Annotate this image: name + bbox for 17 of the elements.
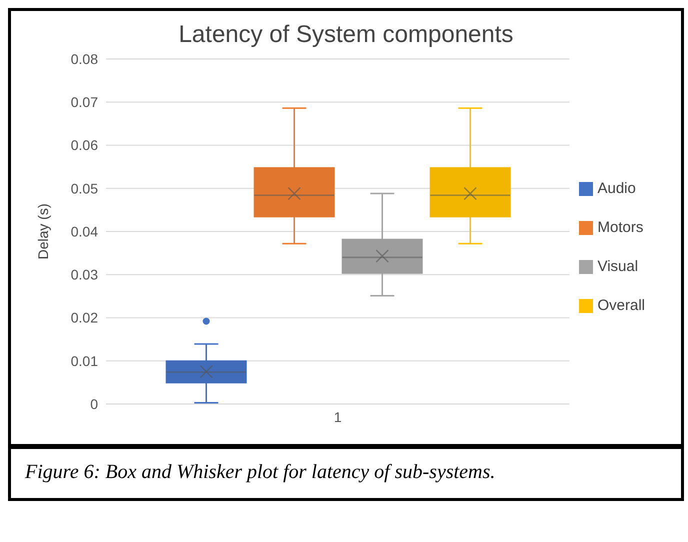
y-tick-label: 0.06 [70,137,98,154]
legend-label: Overall [597,296,645,314]
y-tick-label: 0.04 [70,223,98,240]
x-tick-label: 1 [334,408,342,425]
legend-label: Audio [597,180,636,196]
caption: Figure 6: Box and Whisker plot for latency of sub-systems. [25,461,496,484]
legend-label: Visual [597,258,638,274]
chart-title: Latency of System components [178,21,514,49]
y-tick-label: 0 [90,396,98,412]
y-tick-label: 0.07 [70,94,98,110]
y-tick-label: 0.05 [70,180,98,196]
y-axis-title: Delay (s) [34,203,51,260]
y-tick-label: 0.02 [70,310,98,326]
y-tick-label: 0.08 [70,50,98,67]
legend-label: Motors [597,218,644,236]
y-tick-label: 0.03 [70,266,98,283]
y-tick-label: 0.01 [70,352,98,369]
